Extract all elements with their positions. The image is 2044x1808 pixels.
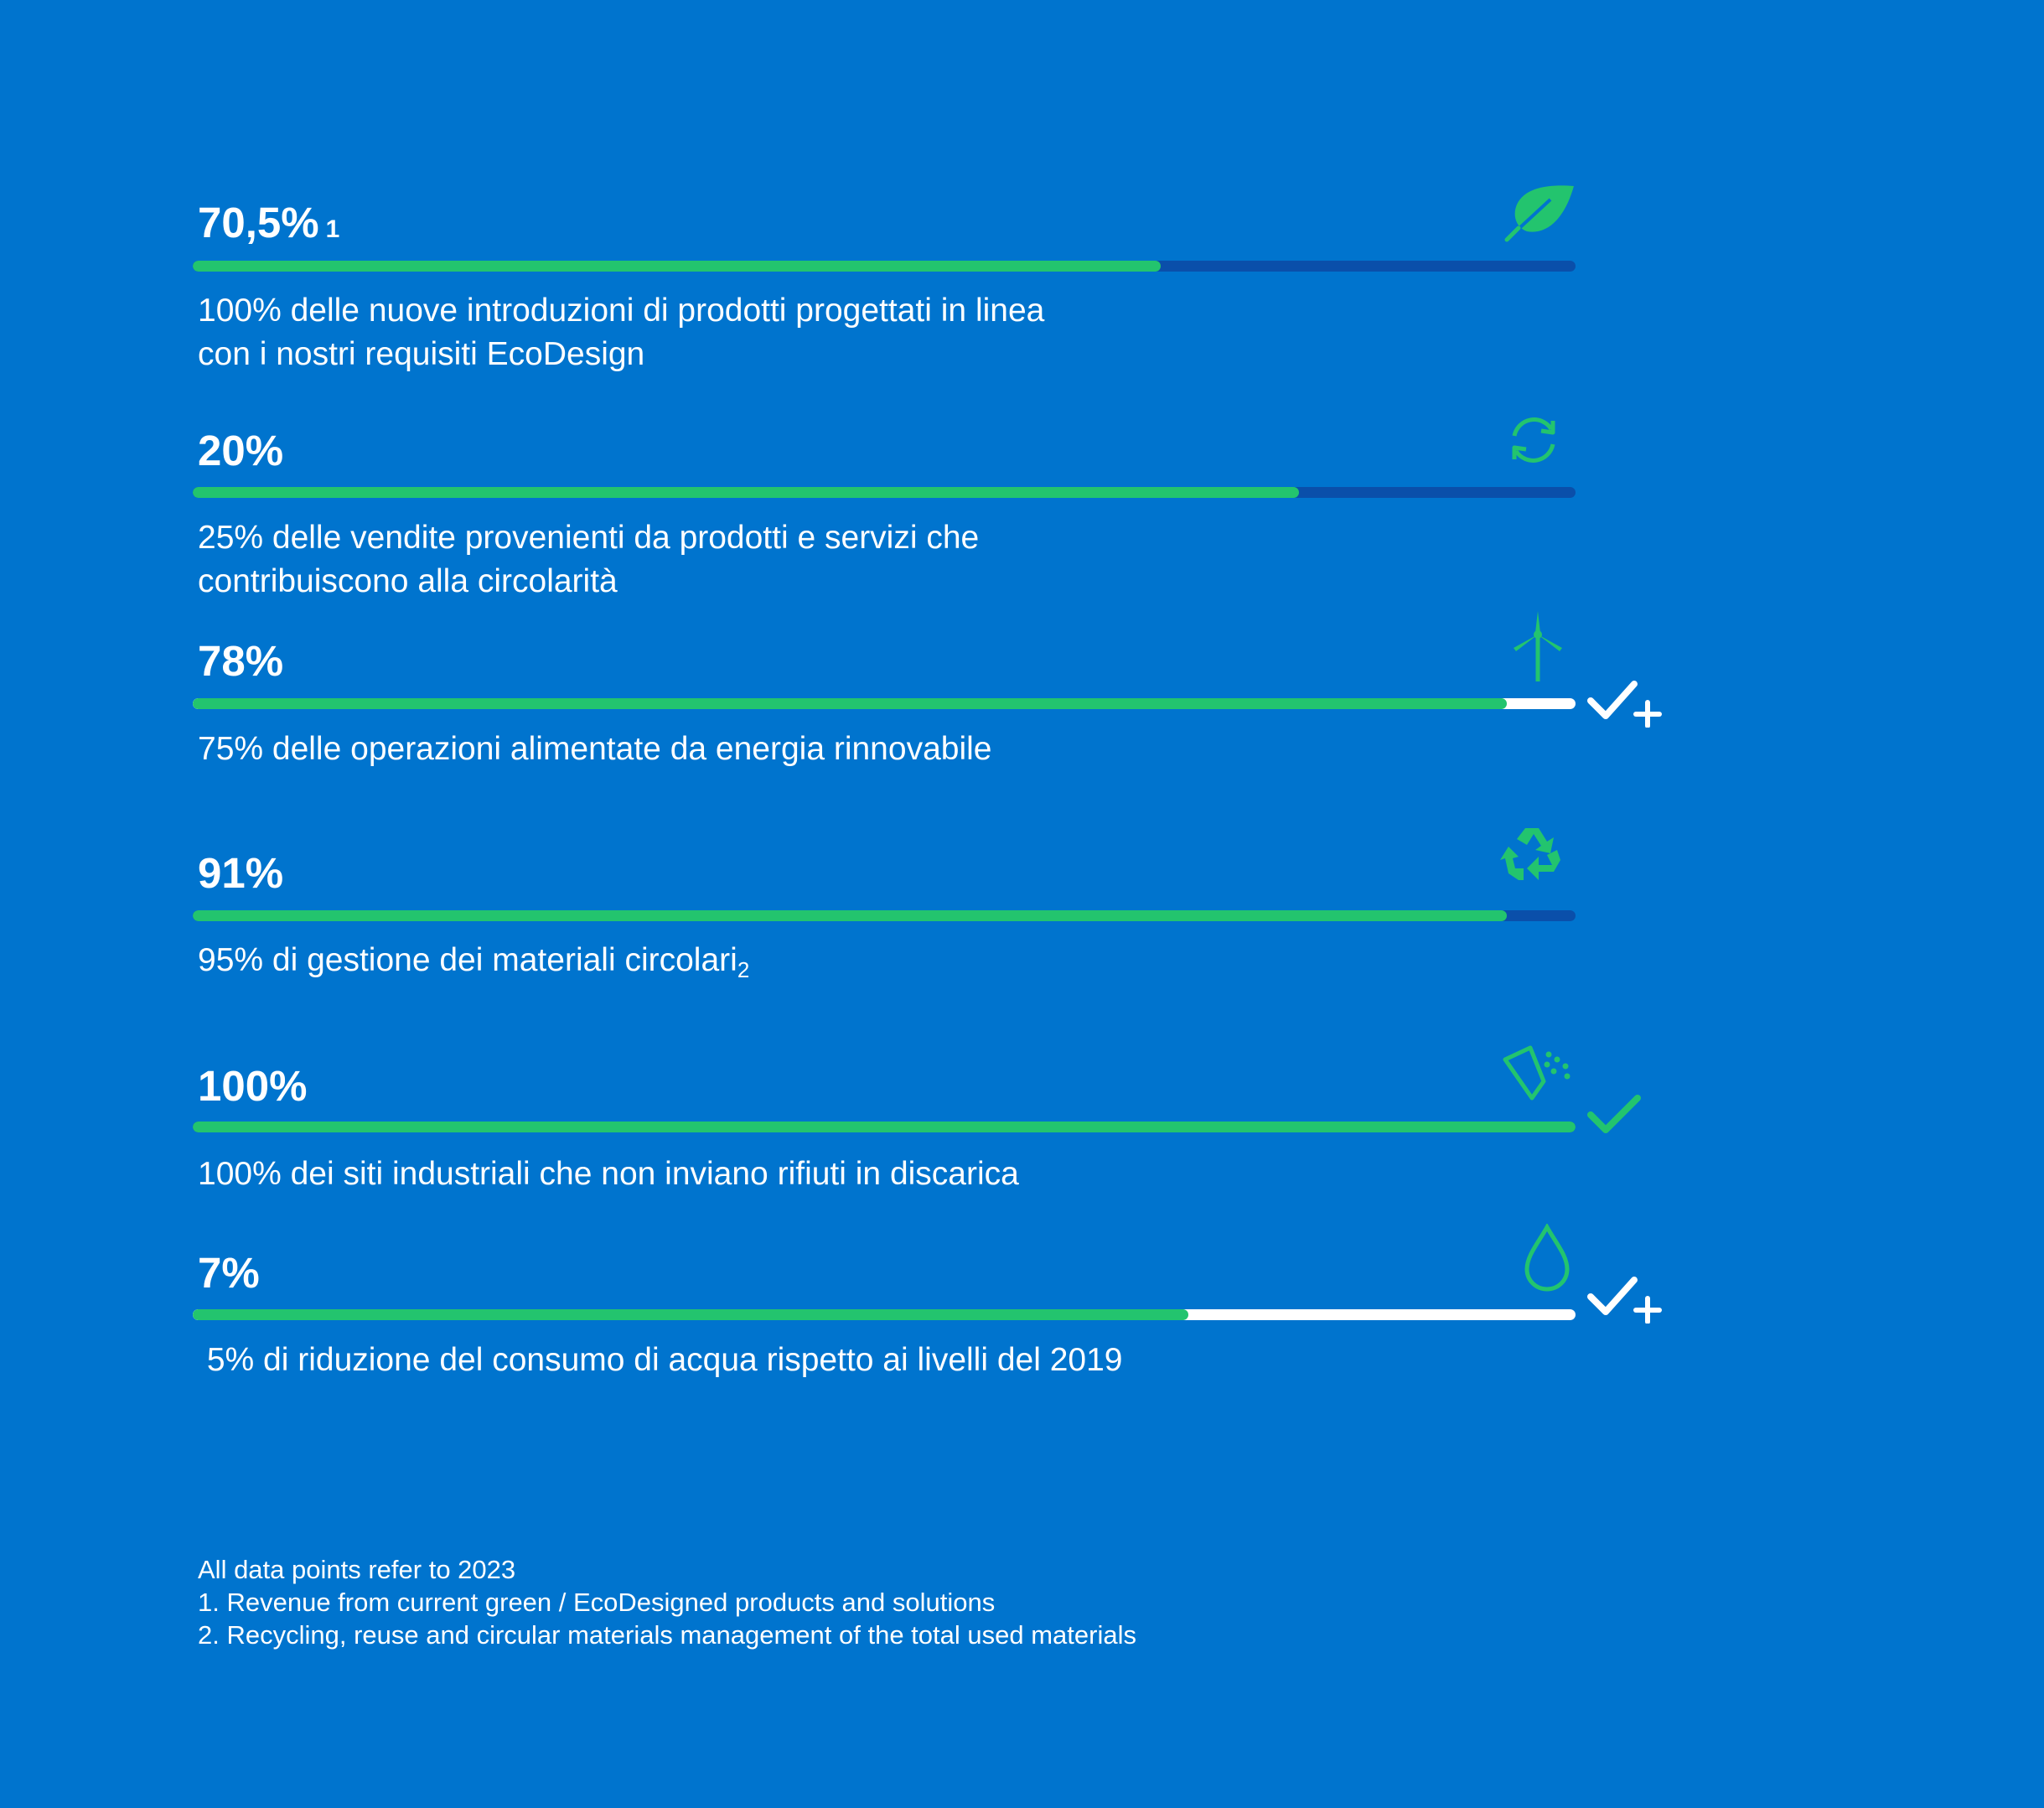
value-label: 7%: [198, 1251, 260, 1294]
dustpan-icon: [1500, 1043, 1576, 1107]
value-text: 91%: [198, 849, 284, 897]
refresh-arrows-icon: [1504, 411, 1563, 474]
value-label: 78%: [198, 640, 283, 682]
check-plus-icon: [1586, 1273, 1663, 1328]
footnote-ref: 2: [737, 957, 750, 982]
leaf-icon: [1502, 183, 1577, 247]
description-line: contribuiscono alla circolarità: [198, 563, 618, 599]
water-drop-icon: [1522, 1222, 1572, 1297]
footnotes: All data points refer to 2023 1. Revenue…: [198, 1553, 1136, 1651]
description-line: 75% delle operazioni alimentate da energ…: [198, 731, 992, 767]
value-text: 7%: [198, 1249, 260, 1297]
footnote-line: 1. Revenue from current green / EcoDesig…: [198, 1588, 996, 1617]
progress-fill: [193, 1122, 1576, 1132]
value-label: 20%: [198, 429, 283, 472]
description: 95% di gestione dei materiali circolari2: [198, 939, 749, 992]
value-text: 100%: [198, 1062, 308, 1110]
progress-track: [193, 698, 1576, 709]
progress-track: [193, 261, 1576, 272]
progress-fill: [193, 261, 1161, 272]
description-line: con i nostri requisiti EcoDesign: [198, 336, 645, 372]
value-label: 100%: [198, 1065, 307, 1107]
progress-fill: [193, 1309, 1188, 1320]
check-plus-icon: [1586, 677, 1663, 732]
footnote-line: 2. Recycling, reuse and circular materia…: [198, 1620, 1136, 1650]
description: 5% di riduzione del consumo di acqua ris…: [198, 1339, 1123, 1382]
progress-track: [193, 910, 1576, 921]
description: 25% delle vendite provenienti da prodott…: [198, 516, 979, 604]
value-text: 78%: [198, 637, 284, 685]
value-text: 70,5%: [198, 199, 319, 246]
wind-turbine-icon: [1508, 608, 1567, 687]
description-line: 95% di gestione dei materiali circolari2: [198, 942, 750, 982]
progress-track: [193, 1309, 1576, 1320]
footnote-ref: 1: [325, 215, 340, 243]
description-line: 5% di riduzione del consumo di acqua ris…: [198, 1342, 1123, 1378]
description: 100% delle nuove introduzioni di prodott…: [198, 289, 1044, 376]
value-label: 91%: [198, 852, 283, 894]
description-line: 100% dei siti industriali che non invian…: [198, 1156, 1019, 1192]
progress-fill: [193, 910, 1507, 921]
check-icon: [1586, 1091, 1644, 1142]
description: 100% dei siti industriali che non invian…: [198, 1153, 1019, 1196]
value-text: 20%: [198, 427, 284, 474]
progress-fill: [193, 487, 1299, 498]
value-label: 70,5% 1: [198, 201, 339, 244]
progress-track: [193, 1122, 1576, 1132]
footnote-line: All data points refer to 2023: [198, 1555, 516, 1584]
progress-track: [193, 487, 1576, 498]
description-line: 25% delle vendite provenienti da prodott…: [198, 520, 980, 556]
description: 75% delle operazioni alimentate da energ…: [198, 728, 991, 771]
recycle-icon: [1500, 823, 1567, 891]
progress-fill: [193, 698, 1507, 709]
description-line: 100% delle nuove introduzioni di prodott…: [198, 293, 1045, 329]
